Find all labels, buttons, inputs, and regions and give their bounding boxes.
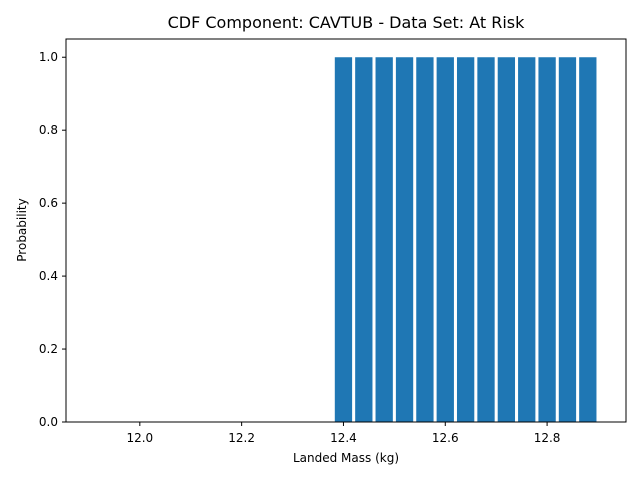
- bar: [416, 57, 434, 423]
- bar: [456, 57, 475, 423]
- x-ticks: 12.0 12.2 12.4 12.6 12.8: [126, 422, 560, 445]
- x-tick-label: 12.2: [228, 431, 255, 445]
- bar: [558, 57, 577, 423]
- bar: [579, 57, 597, 423]
- y-tick-label: 1.0: [39, 50, 58, 64]
- x-tick-label: 12.0: [126, 431, 153, 445]
- bar: [355, 57, 373, 423]
- y-ticks: 0.0 0.2 0.4 0.6 0.8 1.0: [39, 50, 66, 429]
- x-axis-label: Landed Mass (kg): [293, 451, 399, 465]
- y-tick-label: 0.2: [39, 342, 58, 356]
- bar: [518, 57, 536, 423]
- bar: [538, 57, 556, 423]
- bar: [436, 57, 454, 423]
- chart-title: CDF Component: CAVTUB - Data Set: At Ris…: [168, 13, 526, 32]
- bar: [497, 57, 516, 423]
- y-axis-label: Probability: [15, 198, 29, 261]
- x-tick-label: 12.8: [534, 431, 561, 445]
- bar: [334, 57, 353, 423]
- y-tick-label: 0.0: [39, 415, 58, 429]
- bar: [395, 57, 414, 423]
- y-tick-label: 0.8: [39, 123, 58, 137]
- y-tick-label: 0.4: [39, 269, 58, 283]
- x-tick-label: 12.6: [432, 431, 459, 445]
- y-tick-label: 0.6: [39, 196, 58, 210]
- plot-frame: [65, 38, 627, 423]
- bar: [477, 57, 495, 423]
- bars-group: [334, 57, 597, 423]
- bar: [375, 57, 393, 423]
- x-tick-label: 12.4: [330, 431, 357, 445]
